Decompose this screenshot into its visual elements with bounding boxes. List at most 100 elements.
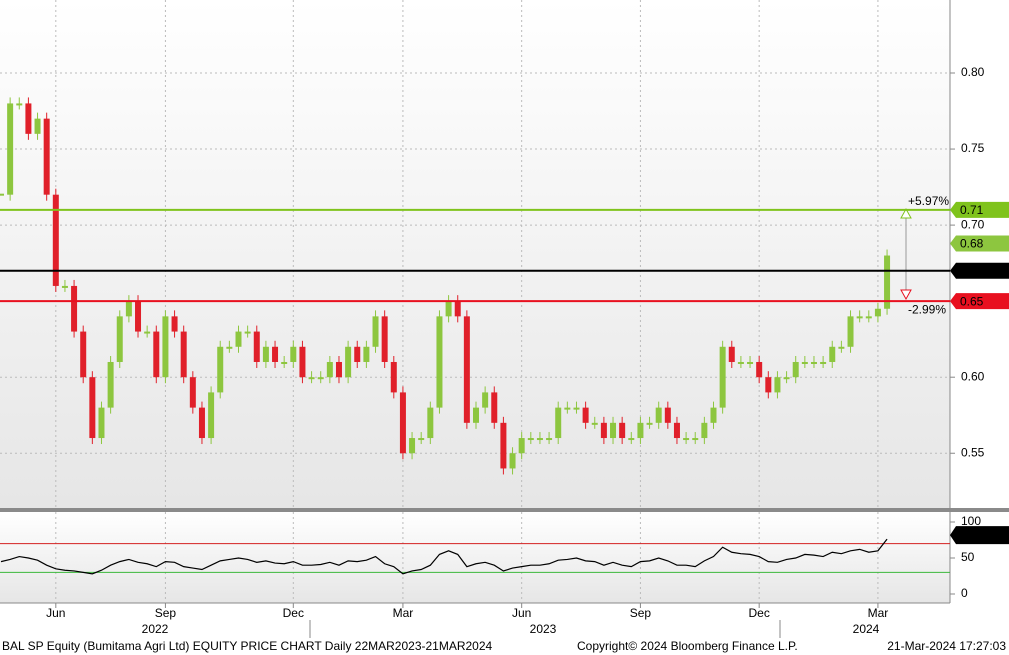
footer-right: 21-Mar-2024 17:27:03 — [887, 639, 1006, 653]
candle — [436, 316, 443, 408]
candle — [619, 422, 626, 439]
candle — [34, 118, 41, 134]
candle — [290, 346, 297, 362]
candle — [345, 346, 352, 378]
candle — [25, 103, 32, 134]
candle — [701, 422, 708, 439]
candle — [299, 346, 306, 378]
candle — [518, 438, 525, 454]
candle — [61, 285, 68, 288]
candle — [52, 194, 59, 286]
candle — [198, 407, 205, 439]
x-tick-label: Dec — [749, 606, 770, 620]
value-tag-label: 76.1489 — [959, 528, 1003, 542]
candle — [135, 301, 142, 332]
candle — [89, 377, 96, 439]
rsi-panel — [0, 512, 950, 603]
rsi-line — [0, 538, 888, 575]
candle — [728, 346, 735, 362]
y-tick-label: 50 — [961, 550, 975, 564]
candle — [655, 407, 662, 423]
candle — [555, 407, 562, 439]
candle — [847, 316, 854, 347]
y-tick-label: 0.75 — [961, 141, 985, 155]
candle — [829, 346, 836, 362]
candle — [801, 361, 808, 364]
candle — [354, 346, 361, 362]
candle — [591, 422, 598, 425]
candle — [783, 377, 790, 380]
candle — [646, 422, 653, 425]
candle — [317, 377, 324, 380]
candle — [125, 301, 132, 317]
candle — [7, 103, 14, 195]
footer-left: BAL SP Equity (Bumitama Agri Ltd) EQUITY… — [2, 639, 493, 653]
candle — [381, 316, 388, 362]
candle — [171, 316, 178, 332]
candle — [756, 361, 763, 378]
candle — [500, 422, 507, 469]
candle — [116, 316, 123, 362]
x-tick-label: Jun — [46, 606, 65, 620]
candle — [610, 422, 617, 439]
candle — [491, 392, 498, 423]
x-tick-label: Mar — [393, 606, 414, 620]
candle — [98, 407, 105, 439]
candle — [874, 308, 881, 317]
y-tick-label: 0.80 — [961, 65, 985, 79]
candle — [838, 346, 845, 349]
footer-bar — [0, 640, 1009, 655]
candle — [399, 392, 406, 454]
candle — [509, 453, 516, 469]
arrow-head-down — [900, 289, 912, 301]
candle — [454, 301, 461, 317]
candle — [527, 438, 534, 441]
candle — [445, 301, 452, 317]
candle — [774, 377, 781, 393]
candle — [473, 407, 479, 423]
candle — [144, 331, 151, 334]
candle — [564, 407, 571, 410]
candle — [856, 316, 863, 319]
candle — [153, 331, 160, 378]
candle — [710, 407, 717, 423]
candle — [719, 346, 726, 408]
candle — [765, 377, 772, 393]
candle — [600, 422, 607, 439]
x-tick-label: Dec — [283, 606, 304, 620]
value-tag — [950, 526, 1009, 545]
x-tick-label: Jun — [512, 606, 531, 620]
annotation: -2.99% — [908, 302, 946, 316]
candle — [363, 346, 370, 362]
candle — [226, 346, 233, 349]
candle — [536, 438, 543, 441]
candle — [80, 331, 87, 378]
value-tag-label: 0.65 — [960, 294, 984, 308]
candle — [737, 361, 744, 364]
candle — [189, 377, 196, 408]
candle — [16, 103, 23, 106]
candle — [335, 361, 342, 378]
candle — [281, 361, 288, 364]
annotation: +5.97% — [908, 194, 949, 208]
price-panel — [0, 0, 950, 508]
year-label: 2024 — [853, 622, 880, 636]
candle — [43, 118, 50, 195]
panel-separator — [0, 508, 1009, 512]
arrow-head-up — [900, 207, 912, 219]
candle — [582, 407, 589, 423]
x-tick-label: Mar — [868, 606, 889, 620]
x-tick-label: Sep — [155, 606, 177, 620]
candle — [326, 361, 333, 378]
candle — [418, 438, 425, 441]
candle — [664, 407, 671, 423]
year-label: 2023 — [530, 622, 557, 636]
candle — [810, 361, 817, 364]
candle — [792, 361, 799, 378]
candle — [253, 331, 260, 362]
candle — [673, 422, 680, 439]
y-tick-label: 0.55 — [961, 445, 985, 459]
year-label: 2022 — [142, 622, 169, 636]
value-tag — [950, 235, 1009, 252]
